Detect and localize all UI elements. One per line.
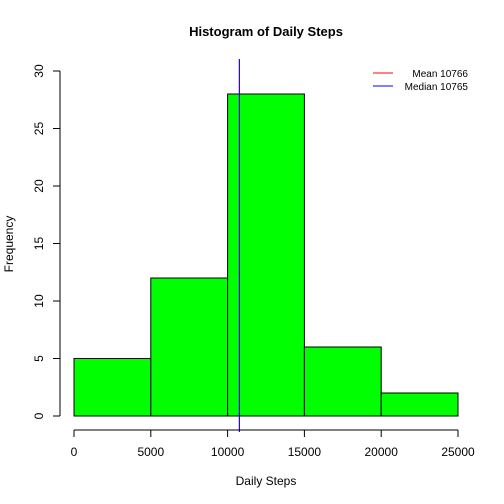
y-tick-label-5: 25 (32, 122, 46, 136)
x-tick-label-4: 20000 (365, 445, 399, 459)
x-tick-label-5: 25000 (441, 445, 475, 459)
histogram-bar-1 (150, 277, 229, 417)
histogram-bar-0 (73, 358, 152, 417)
x-axis-label: Daily Steps (236, 474, 297, 488)
y-tick-label-0: 0 (32, 412, 46, 419)
legend-label-0: Mean 10766 (412, 69, 468, 80)
legend-label-1: Median 10765 (405, 82, 469, 93)
legend: Mean 10766 Median 10765 (373, 69, 468, 93)
y-tick-label-2: 10 (32, 294, 46, 308)
y-tick-label-3: 15 (32, 237, 46, 251)
x-tick-label-1: 5000 (137, 445, 164, 459)
x-tick-label-2: 10000 (211, 445, 245, 459)
chart-title: Histogram of Daily Steps (189, 24, 343, 39)
y-axis-label: Frequency (2, 216, 16, 273)
y-tick-label-1: 5 (32, 355, 46, 362)
histogram-bars (73, 93, 459, 417)
x-tick-label-0: 0 (71, 445, 78, 459)
x-axis: 0 5000 10000 15000 20000 25000 (71, 429, 475, 459)
x-tick-label-3: 15000 (288, 445, 322, 459)
histogram-bar-2 (227, 93, 305, 417)
y-axis: 0 5 10 15 20 25 30 (32, 64, 61, 419)
y-tick-label-6: 30 (32, 64, 46, 78)
y-tick-label-4: 20 (32, 179, 46, 193)
histogram-bar-4 (380, 392, 459, 417)
histogram-bar-3 (303, 346, 382, 417)
